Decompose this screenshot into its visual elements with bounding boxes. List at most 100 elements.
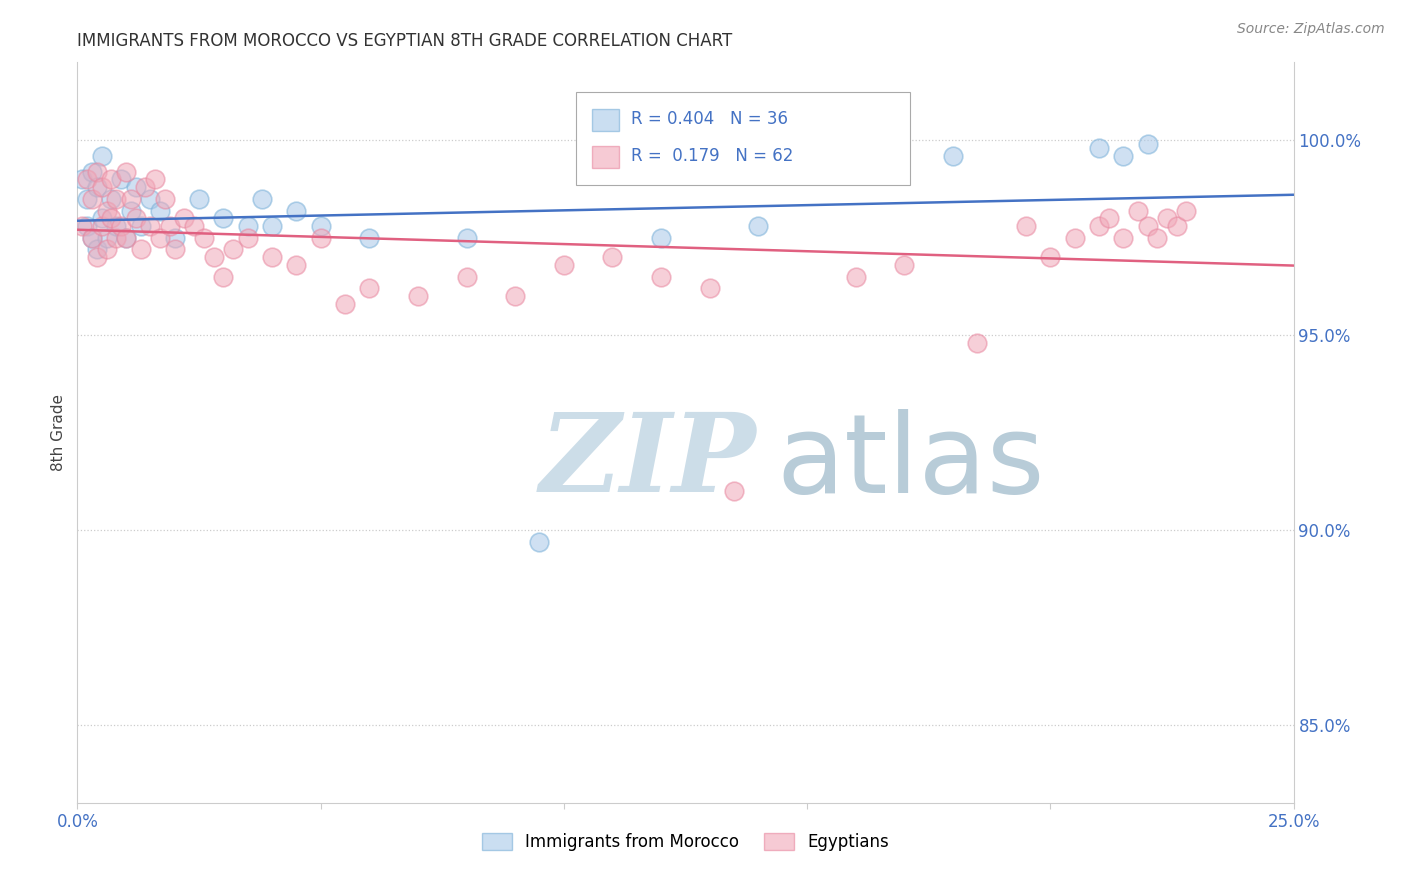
Point <box>115 231 138 245</box>
Point <box>1088 219 1111 233</box>
Point <box>129 219 152 233</box>
Point <box>236 219 259 233</box>
Point <box>159 219 181 233</box>
Point <box>139 219 162 233</box>
Point <box>529 534 551 549</box>
Point <box>602 250 624 264</box>
Point <box>1088 141 1111 155</box>
Point <box>125 180 148 194</box>
Point <box>90 149 112 163</box>
Point <box>359 231 381 245</box>
Point <box>723 484 745 499</box>
Point <box>90 180 112 194</box>
Point <box>149 203 172 218</box>
Point <box>105 219 128 233</box>
Point <box>80 192 103 206</box>
Point <box>193 231 215 245</box>
Point <box>125 211 148 226</box>
Point <box>70 172 93 186</box>
Point <box>120 203 142 218</box>
Text: R =  0.179   N = 62: R = 0.179 N = 62 <box>631 147 793 165</box>
Point <box>80 164 103 178</box>
Point <box>285 203 308 218</box>
Point <box>966 336 988 351</box>
Point <box>333 297 356 311</box>
Point <box>100 172 122 186</box>
Point <box>212 211 235 226</box>
Point <box>845 269 868 284</box>
Point <box>96 243 118 257</box>
Text: atlas: atlas <box>776 409 1045 516</box>
Point <box>1156 211 1178 226</box>
Point <box>80 231 103 245</box>
Point <box>893 258 915 272</box>
Point <box>309 231 332 245</box>
Point <box>456 269 478 284</box>
Point <box>406 289 429 303</box>
Point <box>139 192 162 206</box>
Point <box>1126 203 1149 218</box>
Point <box>1098 211 1121 226</box>
Point <box>202 250 225 264</box>
Point <box>86 250 108 264</box>
Point <box>90 219 112 233</box>
Point <box>100 211 122 226</box>
Text: Source: ZipAtlas.com: Source: ZipAtlas.com <box>1237 22 1385 37</box>
Point <box>553 258 575 272</box>
Point <box>699 281 721 295</box>
Point <box>143 172 166 186</box>
Point <box>115 231 138 245</box>
Point <box>100 192 122 206</box>
Point <box>1166 219 1188 233</box>
Point <box>1063 231 1085 245</box>
Point <box>110 172 132 186</box>
Point <box>80 231 103 245</box>
Point <box>1136 137 1159 152</box>
Point <box>86 180 108 194</box>
Point <box>1146 231 1168 245</box>
Bar <box>592 109 619 131</box>
Point <box>110 219 132 233</box>
Point <box>212 269 235 284</box>
Point <box>76 172 98 186</box>
Point <box>134 180 156 194</box>
Point <box>163 231 186 245</box>
Point <box>105 192 128 206</box>
Point <box>163 243 186 257</box>
Point <box>1136 219 1159 233</box>
Point <box>942 149 965 163</box>
Point <box>76 219 98 233</box>
Point <box>650 231 672 245</box>
Point <box>260 219 283 233</box>
Point <box>96 203 118 218</box>
Point <box>359 281 381 295</box>
FancyBboxPatch shape <box>576 92 911 185</box>
Point <box>86 164 108 178</box>
Point <box>86 243 108 257</box>
Legend: Immigrants from Morocco, Egyptians: Immigrants from Morocco, Egyptians <box>475 826 896 857</box>
Point <box>260 250 283 264</box>
Point <box>222 243 245 257</box>
Point <box>76 192 98 206</box>
Bar <box>592 146 619 169</box>
Point <box>309 219 332 233</box>
Point <box>1175 203 1198 218</box>
Text: ZIP: ZIP <box>540 409 756 516</box>
Point <box>747 219 769 233</box>
Point <box>188 192 211 206</box>
Point <box>173 211 195 226</box>
Text: IMMIGRANTS FROM MOROCCO VS EGYPTIAN 8TH GRADE CORRELATION CHART: IMMIGRANTS FROM MOROCCO VS EGYPTIAN 8TH … <box>77 32 733 50</box>
Point <box>285 258 308 272</box>
Point <box>120 192 142 206</box>
Point <box>70 219 93 233</box>
Point <box>650 269 672 284</box>
Point <box>1039 250 1062 264</box>
Point <box>153 192 176 206</box>
Point <box>129 243 152 257</box>
Point <box>149 231 172 245</box>
Point <box>96 231 118 245</box>
Point <box>503 289 526 303</box>
Point <box>90 211 112 226</box>
Point <box>183 219 205 233</box>
Point <box>250 192 273 206</box>
